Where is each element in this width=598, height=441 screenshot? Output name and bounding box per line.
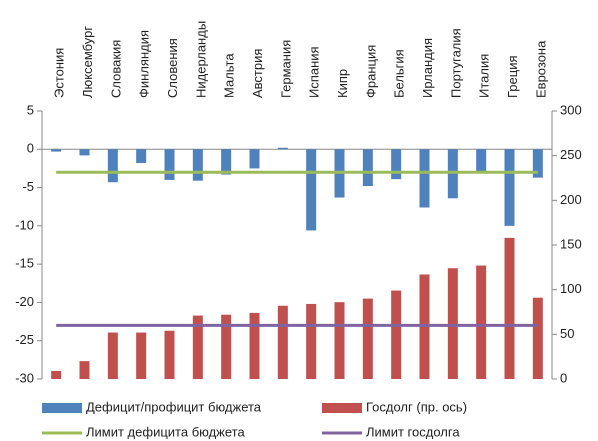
bar: [362, 149, 373, 187]
y-tick-label: 5: [27, 102, 34, 117]
bar: [504, 237, 515, 379]
y-tick-label: -20: [15, 294, 34, 309]
bar: [391, 290, 402, 379]
bar: [51, 149, 62, 152]
legend-swatch: [42, 403, 82, 413]
bar: [164, 330, 175, 379]
bar: [532, 297, 543, 379]
bar: [362, 298, 373, 379]
x-tick-label: Бельгия: [392, 49, 407, 98]
bar: [192, 149, 203, 181]
x-tick-label: Словения: [165, 38, 180, 98]
bar: [107, 149, 118, 183]
x-tick-label: Франция: [363, 45, 378, 98]
bar: [136, 332, 147, 379]
x-tick-label: Нидерланды: [193, 21, 208, 98]
y2-tick-label: 50: [560, 326, 574, 341]
bar: [164, 149, 175, 180]
y-tick-label: 0: [27, 141, 34, 156]
x-tick-label: Италия: [477, 54, 492, 98]
bar: [249, 149, 260, 169]
x-tick-label: Финляндия: [137, 30, 152, 98]
bar: [504, 149, 515, 226]
legend-label: Лимит дефицита бюджета: [86, 424, 245, 439]
bar: [107, 332, 118, 379]
bar: [447, 268, 458, 379]
bar: [79, 149, 90, 156]
x-tick-label: Германия: [278, 40, 293, 98]
legend-label: Лимит госдолга: [366, 424, 460, 439]
y-tick-label: -25: [15, 332, 34, 347]
bar: [277, 305, 288, 379]
y-tick-label: -10: [15, 217, 34, 232]
bar: [79, 361, 90, 379]
x-tick-label: Испания: [307, 46, 322, 98]
x-tick-label: Мальта: [222, 53, 237, 98]
bar: [221, 149, 232, 175]
bar: [221, 314, 232, 379]
x-tick-label: Кипр: [335, 69, 350, 98]
x-tick-label: Ирландия: [420, 38, 435, 98]
bar: [277, 147, 288, 150]
legend-label: Дефицит/профицит бюджета: [86, 399, 262, 414]
legend-swatch: [322, 403, 362, 413]
y2-tick-label: 200: [560, 192, 582, 207]
x-tick-label: Люксембург: [80, 26, 95, 98]
bar: [136, 149, 147, 164]
y2-tick-label: 250: [560, 147, 582, 162]
bar: [249, 312, 260, 379]
y2-tick-label: 100: [560, 281, 582, 296]
bar: [476, 265, 487, 379]
bar: [447, 149, 458, 199]
y2-tick-label: 300: [560, 102, 582, 117]
x-tick-label: Португалия: [448, 28, 463, 98]
x-tick-label: Греция: [505, 55, 520, 98]
y-tick-label: -5: [22, 179, 34, 194]
bar: [391, 149, 402, 180]
x-tick-label: Австрия: [250, 49, 265, 98]
y2-tick-label: 0: [560, 370, 567, 385]
bar: [334, 302, 345, 379]
x-tick-label: Словакия: [108, 40, 123, 98]
bar: [306, 149, 317, 231]
y2-tick-label: 150: [560, 236, 582, 251]
bar: [51, 370, 62, 379]
legend-label: Госдолг (пр. ось): [366, 399, 467, 414]
bar: [419, 149, 430, 208]
bar: [192, 315, 203, 379]
bar: [306, 303, 317, 379]
x-tick-label: Эстония: [52, 48, 67, 98]
y-tick-label: -30: [15, 370, 34, 385]
bar: [532, 149, 543, 178]
y-tick-label: -15: [15, 256, 34, 271]
bar: [476, 149, 487, 173]
x-tick-label: Еврозона: [533, 40, 548, 98]
